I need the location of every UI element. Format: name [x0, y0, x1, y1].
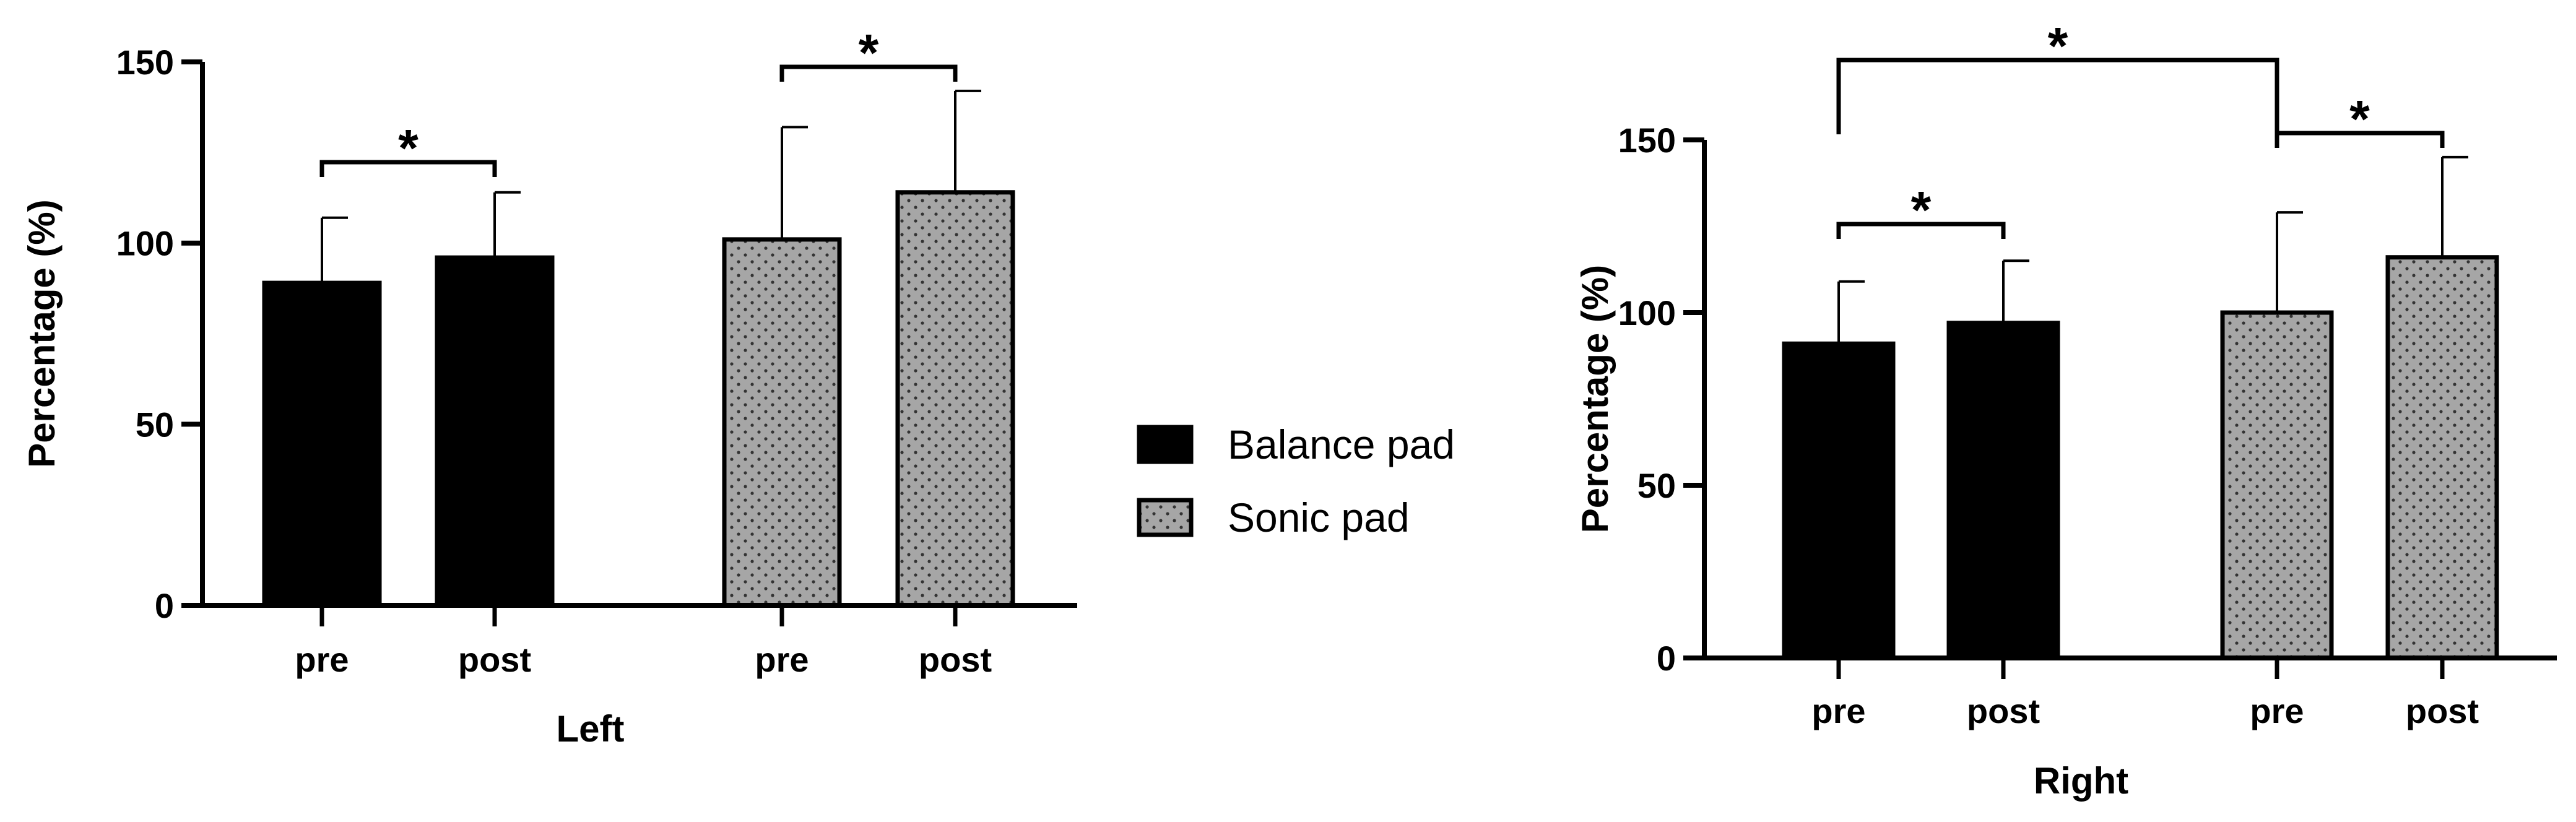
- x-tick-label-post: post: [919, 640, 992, 679]
- y-tick-label: 0: [1657, 639, 1676, 678]
- legend-swatch-sonic-pad: [1137, 498, 1194, 537]
- x-tick-label-post: post: [2406, 691, 2479, 730]
- significance-star: *: [398, 119, 418, 177]
- y-axis-title: Percentage (%): [21, 199, 63, 467]
- significance-bracket: [319, 160, 497, 177]
- legend-label-balance-pad: Balance pad: [1228, 422, 1455, 467]
- y-tick-label: 0: [155, 586, 174, 625]
- x-tick-label-pre: pre: [295, 640, 349, 679]
- chart-left: 0 50 100 150 pre post pre post Left Percentage (%…: [21, 24, 1077, 750]
- y-tick-label: 150: [1618, 121, 1676, 160]
- x-tick-label-pre: pre: [1811, 691, 1865, 730]
- x-axis-title: Left: [557, 708, 625, 750]
- significance-bracket: [2275, 131, 2445, 148]
- bar-balance-pad-post: [435, 255, 555, 608]
- x-tick-label-post: post: [458, 640, 531, 679]
- bar-sonic-pad-post: [2385, 255, 2499, 660]
- significance-star: *: [1911, 181, 1932, 239]
- chart-right: 0 50 100 150 pre post pre post Right Percentage (…: [1574, 17, 2557, 802]
- bar-balance-pad-pre: [1782, 341, 1896, 660]
- y-axis-title: Percentage (%): [1574, 265, 1616, 533]
- x-axis-title: Right: [2034, 760, 2128, 802]
- y-tick-label: 100: [116, 224, 174, 263]
- significance-bracket: [1836, 58, 2279, 134]
- bar-balance-pad-post: [1946, 321, 2060, 660]
- bar-sonic-pad-pre: [2220, 310, 2334, 660]
- x-tick-label-post: post: [1967, 691, 2040, 730]
- significance-bracket: [779, 64, 958, 82]
- significance-star: *: [859, 24, 879, 82]
- bar-balance-pad-pre: [262, 280, 382, 608]
- x-tick-label-pre: pre: [755, 640, 809, 679]
- y-tick-label: 150: [116, 43, 174, 82]
- legend-swatch-balance-pad: [1137, 425, 1194, 464]
- y-tick-label: 50: [136, 405, 174, 444]
- significance-star: *: [2048, 17, 2068, 75]
- bar-sonic-pad-post: [895, 190, 1015, 608]
- significance-star: *: [2349, 90, 2370, 148]
- x-tick-label-pre: pre: [2250, 691, 2304, 730]
- legend: Balance pad Sonic pad: [1137, 422, 1455, 540]
- bar-sonic-pad-pre: [722, 237, 842, 608]
- significance-bracket: [1836, 222, 2006, 239]
- y-tick-label: 100: [1618, 293, 1676, 332]
- legend-label-sonic-pad: Sonic pad: [1228, 495, 1410, 540]
- y-tick-label: 50: [1637, 466, 1676, 505]
